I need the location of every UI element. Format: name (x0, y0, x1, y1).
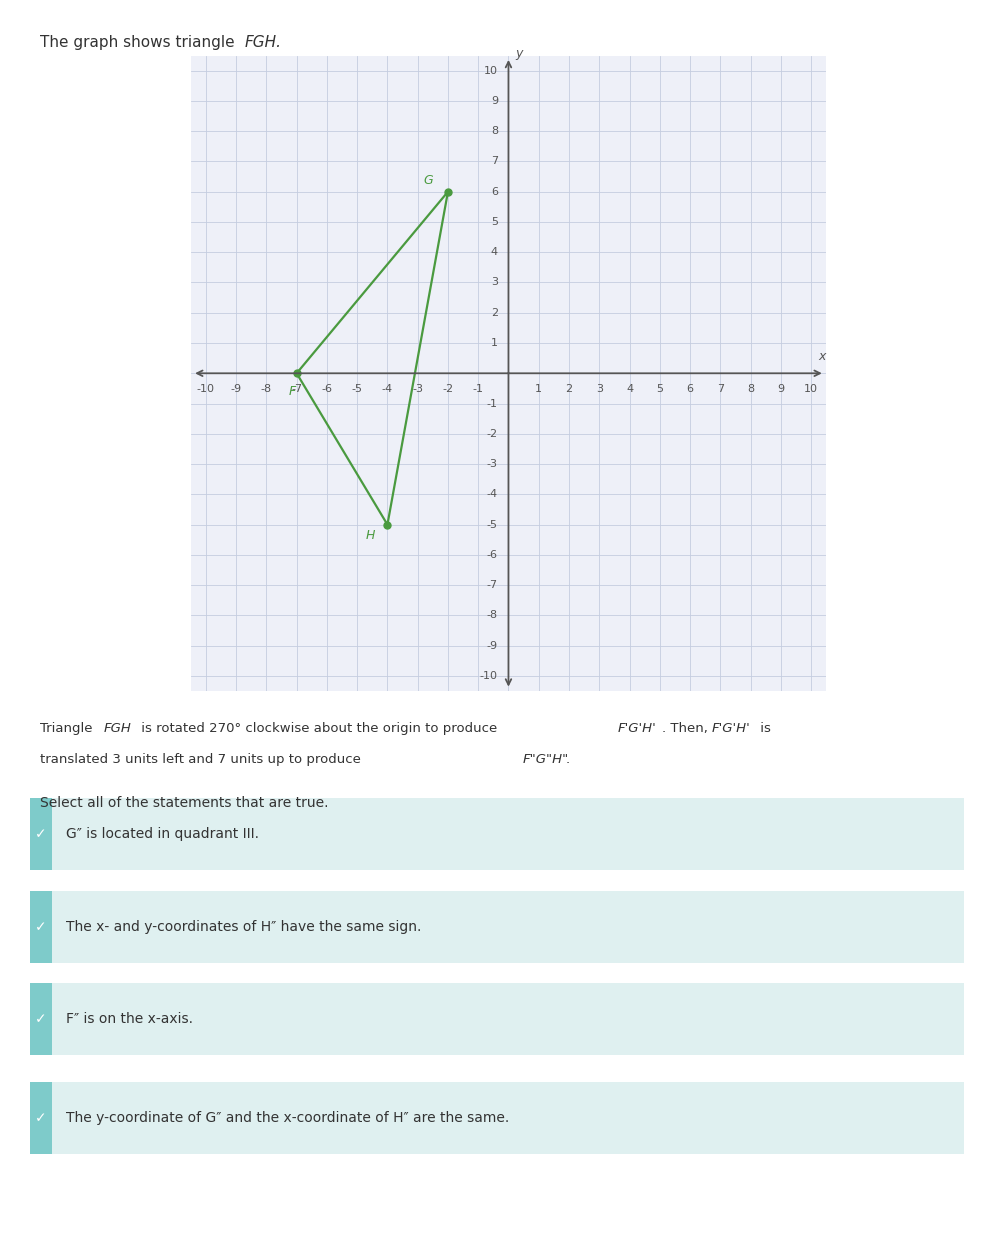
Text: 1: 1 (535, 384, 542, 394)
Text: y: y (515, 47, 522, 60)
Text: -10: -10 (480, 671, 498, 681)
Text: F"G"H": F"G"H" (522, 753, 568, 766)
Text: F'G'H': F'G'H' (617, 722, 656, 735)
Text: 4: 4 (626, 384, 633, 394)
Text: 3: 3 (491, 278, 498, 288)
Text: 4: 4 (491, 247, 498, 257)
Text: -4: -4 (382, 384, 393, 394)
Text: . Then,: . Then, (662, 722, 712, 735)
Text: translated 3 units left and 7 units up to produce: translated 3 units left and 7 units up t… (40, 753, 365, 766)
Text: H: H (366, 529, 375, 542)
Text: F'G'H': F'G'H' (712, 722, 751, 735)
Text: -2: -2 (443, 384, 454, 394)
Text: -5: -5 (352, 384, 363, 394)
Text: -8: -8 (487, 611, 498, 621)
Text: -6: -6 (321, 384, 332, 394)
Text: 9: 9 (778, 384, 785, 394)
Text: The x- and y-coordinates of H″ have the same sign.: The x- and y-coordinates of H″ have the … (66, 919, 421, 934)
Text: 5: 5 (656, 384, 663, 394)
Text: ✓: ✓ (35, 1012, 47, 1027)
Text: 9: 9 (491, 96, 498, 106)
Text: -7: -7 (487, 580, 498, 590)
Text: 8: 8 (491, 126, 498, 136)
Text: x: x (818, 349, 826, 363)
Text: is rotated 270° clockwise about the origin to produce: is rotated 270° clockwise about the orig… (137, 722, 501, 735)
Text: -10: -10 (196, 384, 214, 394)
Text: -2: -2 (487, 428, 498, 439)
Text: 2: 2 (491, 307, 498, 318)
Text: 6: 6 (491, 186, 498, 196)
Text: 10: 10 (805, 384, 819, 394)
Text: G″ is located in quadrant III.: G″ is located in quadrant III. (66, 827, 258, 842)
Text: -1: -1 (487, 399, 498, 408)
Text: -9: -9 (230, 384, 241, 394)
Text: -6: -6 (487, 550, 498, 560)
Text: -9: -9 (487, 640, 498, 650)
Text: 1: 1 (491, 338, 498, 348)
Text: The y-coordinate of G″ and the x-coordinate of H″ are the same.: The y-coordinate of G″ and the x-coordin… (66, 1111, 508, 1125)
Text: F: F (288, 385, 296, 399)
Text: 8: 8 (747, 384, 754, 394)
Text: ✓: ✓ (35, 827, 47, 842)
Text: ✓: ✓ (35, 919, 47, 934)
Text: -5: -5 (487, 520, 498, 529)
Text: -4: -4 (487, 490, 498, 500)
Text: 6: 6 (687, 384, 694, 394)
Text: -1: -1 (473, 384, 484, 394)
Text: G: G (423, 174, 433, 188)
Text: -7: -7 (291, 384, 302, 394)
Text: 7: 7 (491, 157, 498, 167)
Text: Select all of the statements that are true.: Select all of the statements that are tr… (40, 796, 328, 810)
Text: Triangle: Triangle (40, 722, 97, 735)
Text: -3: -3 (412, 384, 423, 394)
Text: .: . (565, 753, 569, 766)
Text: 3: 3 (596, 384, 603, 394)
Text: is: is (756, 722, 771, 735)
Text: 2: 2 (565, 384, 572, 394)
Text: 7: 7 (717, 384, 724, 394)
Text: FGH.: FGH. (244, 35, 281, 49)
Text: 10: 10 (484, 65, 498, 75)
Text: -8: -8 (261, 384, 272, 394)
Text: ✓: ✓ (35, 1111, 47, 1125)
Text: F″ is on the x-axis.: F″ is on the x-axis. (66, 1012, 192, 1027)
Text: -3: -3 (487, 459, 498, 469)
Text: FGH: FGH (104, 722, 132, 735)
Text: 5: 5 (491, 217, 498, 227)
Text: The graph shows triangle: The graph shows triangle (40, 35, 239, 49)
